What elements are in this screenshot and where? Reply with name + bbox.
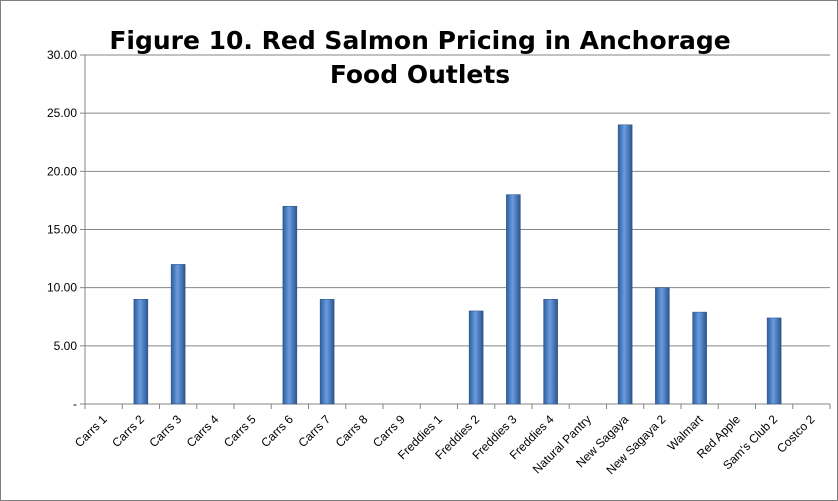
y-tick-label: - (73, 397, 77, 411)
bar (543, 299, 558, 405)
y-tick-label: 15.00 (47, 223, 77, 237)
y-tick-label: 5.00 (54, 339, 78, 353)
bar (133, 299, 149, 405)
bar (655, 287, 670, 405)
bar (282, 205, 298, 405)
bar (692, 311, 707, 405)
y-tick-label: 10.00 (47, 281, 77, 295)
y-tick-label: 25.00 (47, 106, 77, 120)
bar (766, 317, 782, 405)
bar (170, 264, 186, 405)
chart-title: Figure 10. Red Salmon Pricing in Anchora… (109, 26, 731, 89)
bar (468, 310, 484, 405)
bar (319, 299, 335, 405)
y-tick-label: 30.00 (47, 48, 77, 62)
bar (506, 194, 521, 405)
y-tick-label: 20.00 (47, 164, 77, 178)
bar (617, 124, 633, 405)
